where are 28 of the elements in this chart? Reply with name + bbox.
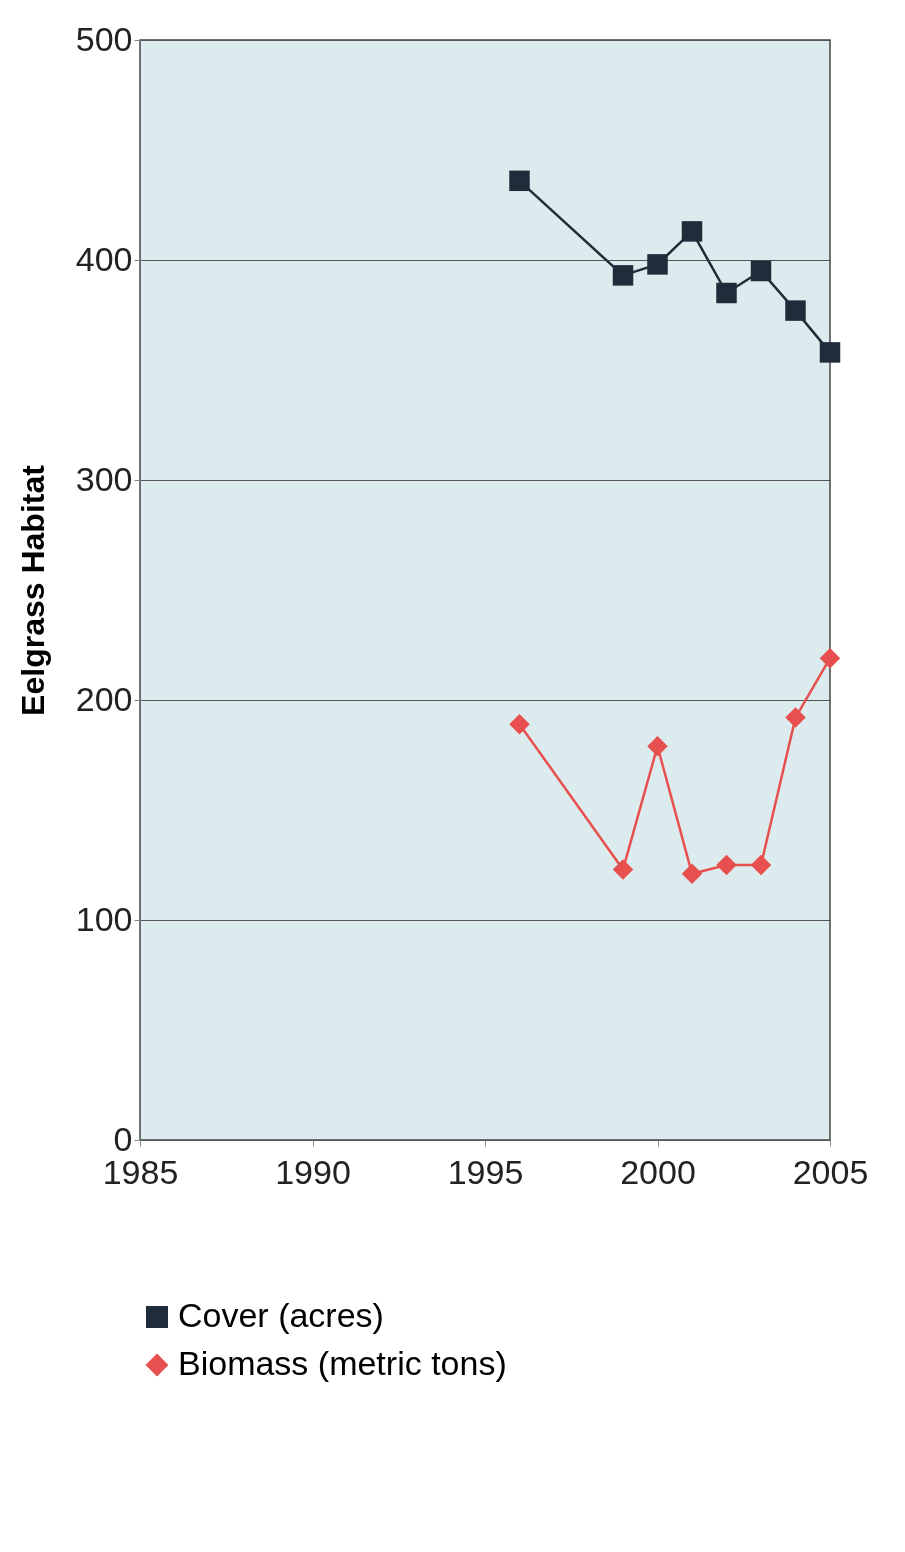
point <box>716 854 737 876</box>
x-tick-label: 2005 <box>792 1152 869 1191</box>
y-tick-label: 200 <box>75 679 133 718</box>
x-tick-label: 1995 <box>447 1152 524 1191</box>
y-tick-label: 100 <box>75 899 133 938</box>
point <box>612 265 634 286</box>
point <box>612 859 634 880</box>
legend-label: Biomass (metric tons) <box>178 1344 507 1382</box>
x-tick-label: 2000 <box>620 1152 696 1191</box>
point <box>681 221 703 242</box>
point <box>681 863 703 885</box>
point <box>509 713 530 735</box>
point <box>509 170 530 192</box>
point <box>785 707 806 728</box>
y-tick-label: 500 <box>75 19 133 58</box>
y-axis-title: Eelgrass Habitat <box>14 464 51 716</box>
y-tick-label: 300 <box>75 459 133 498</box>
point <box>647 254 668 275</box>
y-tick-label: 400 <box>75 239 133 278</box>
point <box>785 300 806 321</box>
point <box>750 854 772 876</box>
x-tick-label: 1990 <box>275 1152 351 1191</box>
point <box>750 260 772 282</box>
legend-label: Cover (acres) <box>178 1296 384 1334</box>
point <box>647 735 668 757</box>
point <box>716 282 737 304</box>
point <box>819 342 841 363</box>
point <box>819 647 841 669</box>
